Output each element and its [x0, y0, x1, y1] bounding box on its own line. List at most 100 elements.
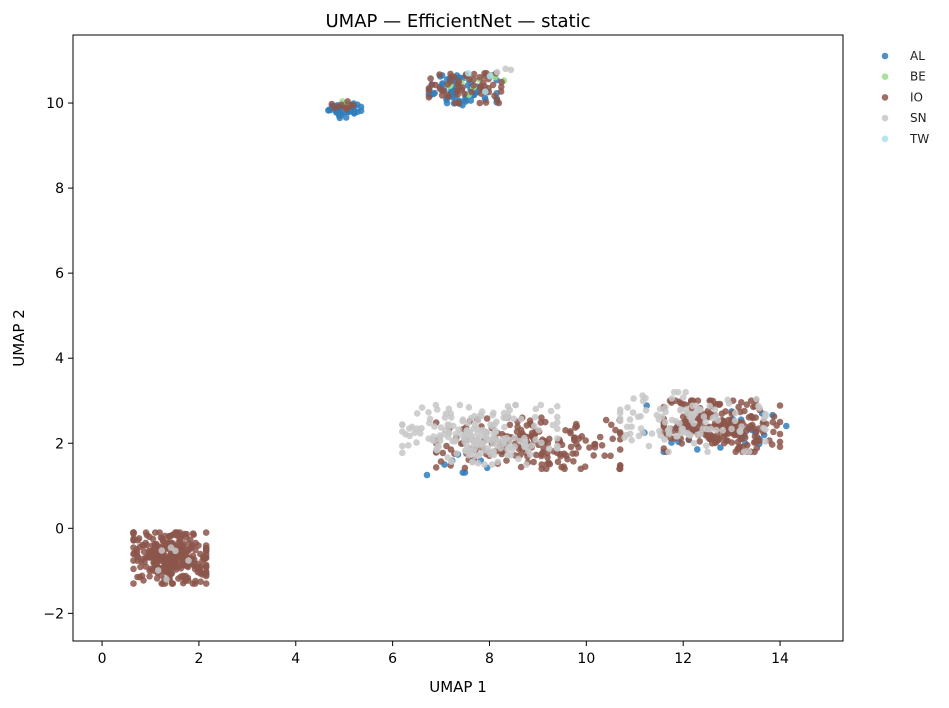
data-point-al: [467, 97, 475, 104]
data-point-sn: [426, 419, 433, 427]
data-point-io: [710, 434, 718, 441]
data-point-sn: [528, 442, 535, 450]
data-point-io: [202, 529, 210, 536]
data-point-io: [436, 71, 443, 78]
data-point-sn: [547, 407, 555, 415]
data-point-sn: [711, 406, 719, 413]
data-point-sn: [674, 433, 681, 440]
data-point-sn: [728, 425, 735, 433]
data-point-sn: [406, 432, 413, 440]
data-point-sn: [481, 461, 488, 468]
data-point-io: [776, 418, 784, 426]
data-point-io: [569, 450, 576, 457]
data-point-sn: [700, 413, 708, 420]
data-point-sn: [479, 440, 487, 448]
data-point-sn: [762, 426, 769, 433]
data-point-sn: [465, 451, 473, 459]
data-point-io: [716, 401, 723, 409]
legend-marker-tw: [881, 135, 889, 143]
data-point-io: [708, 440, 716, 447]
data-point-sn: [501, 423, 508, 431]
data-point-sn: [668, 395, 676, 402]
data-point-io: [532, 451, 540, 459]
data-point-sn: [445, 433, 452, 441]
data-point-io: [530, 458, 537, 466]
data-point-sn: [477, 411, 484, 419]
data-point-sn: [453, 450, 461, 457]
legend-label-io: IO: [910, 90, 923, 104]
data-point-io: [202, 563, 210, 570]
data-point-io: [190, 531, 197, 538]
data-point-io: [146, 573, 153, 580]
data-point-io: [202, 545, 210, 552]
data-point-sn: [433, 406, 441, 413]
data-point-io: [705, 435, 713, 442]
data-point-io: [538, 465, 545, 473]
legend-label-sn: SN: [910, 111, 927, 125]
data-point-io: [607, 452, 614, 460]
data-point-io: [704, 407, 712, 415]
data-point-sn: [707, 425, 715, 433]
data-point-io: [130, 580, 137, 587]
data-point-sn: [664, 427, 672, 434]
data-point-sn: [713, 426, 720, 434]
x-axis-title: UMAP 1: [429, 678, 487, 696]
data-point-sn: [677, 407, 684, 414]
data-point-io: [137, 563, 144, 571]
data-point-sn: [657, 432, 664, 439]
data-point-io: [754, 434, 761, 441]
data-point-io: [153, 575, 161, 582]
data-point-sn: [488, 461, 496, 468]
data-point-io: [582, 437, 589, 444]
data-point-sn: [456, 401, 464, 409]
x-tick-label: 4: [291, 651, 300, 667]
data-point-io: [140, 548, 148, 555]
y-tick-label: 10: [46, 96, 64, 112]
legend-label-al: AL: [910, 49, 925, 63]
data-point-io: [476, 99, 484, 107]
data-point-sn: [502, 65, 509, 73]
data-point-io: [750, 425, 758, 432]
data-point-sn: [430, 437, 438, 445]
data-point-sn: [399, 421, 406, 429]
data-point-sn: [489, 448, 497, 456]
data-point-sn: [653, 411, 661, 419]
data-point-sn: [679, 425, 686, 433]
data-point-io: [482, 99, 490, 106]
data-point-sn: [691, 410, 699, 417]
data-point-tw: [486, 72, 494, 80]
data-point-sn: [532, 436, 539, 444]
data-point-sn: [554, 435, 561, 442]
data-point-sn: [471, 445, 479, 452]
data-point-sn: [413, 410, 421, 417]
data-point-sn: [661, 419, 669, 426]
data-point-sn: [690, 440, 698, 447]
data-point-sn: [436, 437, 444, 445]
data-point-io: [173, 532, 181, 539]
data-point-io: [616, 446, 624, 453]
x-tick-label: 0: [98, 651, 107, 667]
data-point-io: [166, 557, 173, 564]
data-point-sn: [467, 414, 475, 422]
data-point-sn: [531, 413, 539, 421]
data-point-io: [707, 397, 714, 405]
data-point-al: [461, 469, 469, 476]
y-tick-label: 2: [55, 436, 64, 452]
data-point-io: [616, 430, 624, 438]
data-point-io: [454, 86, 462, 94]
data-point-io: [439, 449, 447, 457]
data-point-sn: [630, 395, 637, 402]
data-point-al: [717, 444, 724, 451]
data-point-sn: [624, 404, 631, 411]
data-point-io: [526, 417, 534, 425]
data-point-io: [590, 452, 597, 459]
data-point-io: [130, 529, 137, 536]
data-point-io: [776, 402, 784, 409]
data-point-sn: [554, 425, 561, 433]
legend-marker-sn: [881, 114, 889, 122]
data-point-io: [741, 407, 748, 415]
data-point-io: [544, 454, 551, 461]
data-point-io: [425, 87, 433, 94]
data-point-io: [165, 569, 173, 577]
data-point-io: [609, 435, 616, 443]
